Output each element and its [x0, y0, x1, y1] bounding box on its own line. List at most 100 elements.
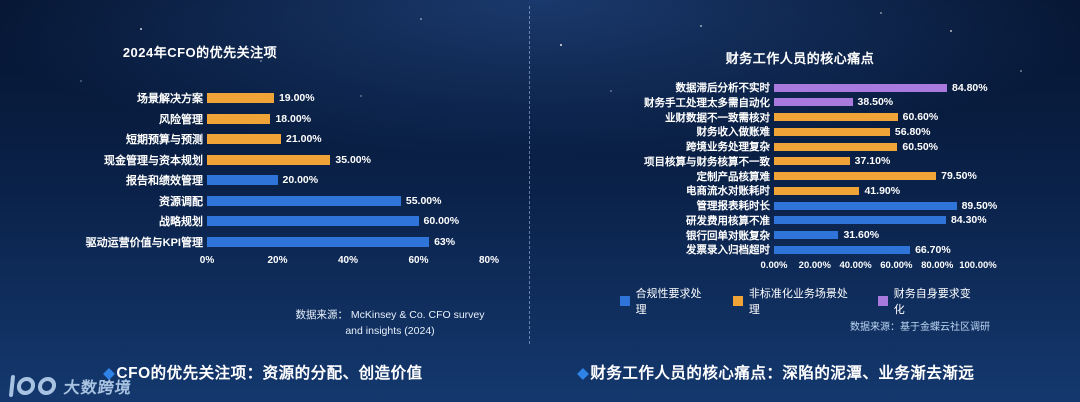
bar-row: 报告和绩效管理 20.00% [85, 170, 489, 191]
bar-row: 项目核算与财务核算不一致 37.10% [620, 154, 978, 169]
bar-row: 管理报表耗时长 89.50% [620, 198, 998, 213]
bar-track: 84.30% [774, 213, 987, 228]
x-tick-label: 100.00% [959, 260, 997, 271]
bar-track: 55.00% [207, 191, 489, 212]
x-tick-label: 80.00% [921, 260, 954, 271]
bar-value-label: 31.60% [843, 229, 880, 241]
bar-category-label: 驱动运营价值与KPI管理 [85, 236, 203, 249]
logo-text: 大数跨境 [62, 380, 133, 397]
data-source: 数据来源：基于金蝶云社区调研 [850, 322, 990, 333]
bar-value-label: 66.70% [915, 243, 951, 256]
x-tick-label: 80% [478, 255, 500, 266]
background-stars [0, 0, 2, 2]
bar-value-label: 84.80% [951, 81, 988, 94]
bar-row: 财务收入做账难 56.80% [620, 124, 978, 139]
bar [207, 113, 271, 124]
logo-bar-shape [8, 375, 16, 397]
bar [774, 216, 946, 225]
bar-row: 财务手工处理太多需自动化 38.50% [620, 95, 978, 110]
x-tick-label: 60.00% [880, 260, 913, 271]
bar-track: 18.00% [207, 109, 489, 130]
dashukuajing-logo: 大数跨境 [8, 374, 134, 398]
bar-value-label: 38.50% [857, 96, 894, 109]
bar [774, 127, 890, 136]
bar-track: 37.10% [774, 154, 978, 169]
bar-category-label: 管理报表耗时长 [696, 200, 771, 212]
bar-track: 60.00% [207, 211, 489, 232]
bar-value-label: 20.00% [282, 174, 319, 187]
diamond-bullet-icon: ◆ [103, 365, 116, 382]
x-tick-label: 40% [337, 255, 359, 266]
bar-category-label: 财务手工处理太多需自动化 [644, 96, 770, 109]
x-tick-label: 60% [408, 255, 429, 266]
legend-swatch [620, 296, 630, 306]
bar [774, 201, 957, 210]
bar-row: 资源调配 55.00% [85, 191, 489, 212]
x-axis-ticks: 0% 20% 40% 60% 80% [200, 255, 499, 268]
legend-label: 财务自身要求变化 [893, 288, 971, 316]
bar-category-label: 报告和绩效管理 [126, 175, 203, 188]
bar-track: 60.50% [774, 139, 978, 154]
bar-value-label: 56.80% [894, 125, 931, 138]
caption-text: 财务工作人员的核心痛点：深陷的泥潭、业务渐去渐远 [590, 365, 975, 382]
bar-value-label: 55.00% [405, 194, 442, 207]
bar-value-label: 84.30% [950, 214, 987, 227]
logo-100-icon [8, 375, 57, 397]
bar-category-label: 项目核算与财务核算不一致 [644, 155, 770, 168]
bar-track: 66.70% [774, 242, 978, 257]
chart-title: 财务工作人员的核心痛点 [725, 51, 875, 66]
bar-value-label: 21.00% [286, 133, 322, 146]
bar-value-label: 60.00% [423, 215, 460, 228]
bar-value-label: 37.10% [854, 155, 891, 168]
bar-track: 60.60% [774, 110, 978, 125]
bar [774, 142, 898, 151]
diamond-bullet-icon: ◆ [577, 365, 590, 382]
caption-text: CFO的优先关注项：资源的分配、创造价值 [116, 365, 423, 382]
panel-divider [529, 6, 530, 344]
bar [774, 245, 911, 254]
logo-circle-shape [16, 377, 36, 395]
legend-label: 合规性要求处理 [635, 288, 702, 316]
legend-item: 合规性要求处理 [620, 285, 709, 317]
data-source-line: and insights (2024) [345, 324, 435, 337]
bar [207, 154, 331, 165]
bar-row: 跨境业务处理复杂 60.50% [620, 139, 978, 154]
x-axis-ticks: 0.00% 20.00% 40.00% 60.00% 80.00% 100.00% [761, 260, 997, 273]
legend-label: 非标准化业务场景处理 [748, 288, 848, 316]
cfo-priorities-chart: 场景解决方案 19.00% 风险管理 18.00% 短期预算与预测 21.00% 现金管理与… [85, 88, 499, 268]
chart-legend: 合规性要求处理 非标准化业务场景处理 财务自身要求变化 [620, 285, 978, 317]
bar-row: 定制产品核算难 79.50% [620, 169, 978, 184]
bar-value-label: 18.00% [275, 112, 312, 125]
bar-row: 研发费用核算不准 84.30% [620, 213, 987, 228]
bar [207, 134, 282, 145]
bar [774, 98, 853, 107]
bar-value-label: 89.50% [961, 199, 998, 212]
bar-track: 31.60% [774, 228, 978, 243]
legend-swatch [878, 296, 888, 306]
bar-category-label: 定制产品核算难 [696, 170, 771, 183]
bar-category-label: 财务收入做账难 [696, 126, 771, 139]
bar-category-label: 短期预算与预测 [126, 134, 203, 147]
bar-category-label: 场景解决方案 [137, 93, 203, 106]
bar-value-label: 41.90% [864, 184, 901, 197]
cfo-priorities-panel: 2024年CFO的优先关注项 场景解决方案 19.00% 风险管理 18.00% 短期预… [85, 40, 515, 350]
bar-track: 19.00% [207, 88, 489, 109]
bar-row: 数据滞后分析不实时 84.80% [620, 80, 988, 95]
bar-category-label: 数据滞后分析不实时 [675, 82, 771, 94]
bar-category-label: 现金管理与资本规划 [104, 154, 203, 167]
bar-row: 发票录入归档超时 66.70% [620, 242, 978, 257]
bar [774, 113, 898, 121]
bar-track: 20.00% [207, 170, 489, 191]
bar-row: 场景解决方案 19.00% [85, 88, 489, 109]
bar-row: 短期预算与预测 21.00% [85, 129, 489, 150]
bar-row: 电商流水对账耗时 41.90% [620, 183, 978, 198]
bar-category-label: 研发费用核算不准 [686, 214, 770, 227]
legend-item: 财务自身要求变化 [878, 285, 978, 317]
legend-item: 非标准化业务场景处理 [733, 285, 854, 317]
pain-points-chart: 数据滞后分析不实时 84.80% 财务手工处理太多需自动化 38.50% 业财数据不一致… [620, 80, 998, 317]
bar [774, 172, 937, 180]
bar-track: 41.90% [774, 183, 978, 198]
data-source: 数据来源： McKinsey & Co. CFO survey and insi… [260, 308, 520, 340]
bar-row: 业财数据不一致需核对 60.60% [620, 110, 978, 125]
